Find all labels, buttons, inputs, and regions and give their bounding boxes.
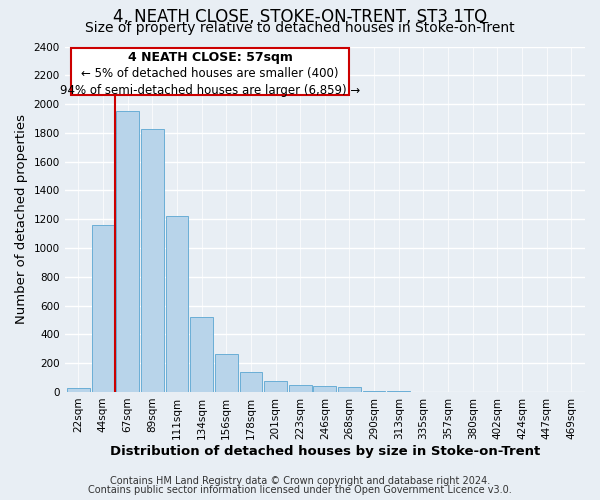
Bar <box>116 112 139 392</box>
Bar <box>388 391 410 392</box>
Bar <box>71 48 349 96</box>
Bar <box>239 372 262 392</box>
Bar <box>313 386 336 392</box>
Text: 94% of semi-detached houses are larger (6,859) →: 94% of semi-detached houses are larger (… <box>60 84 360 97</box>
Text: 4, NEATH CLOSE, STOKE-ON-TRENT, ST3 1TQ: 4, NEATH CLOSE, STOKE-ON-TRENT, ST3 1TQ <box>113 8 487 26</box>
Text: ← 5% of detached houses are smaller (400): ← 5% of detached houses are smaller (400… <box>82 68 339 80</box>
Bar <box>190 317 213 392</box>
Text: Contains public sector information licensed under the Open Government Licence v3: Contains public sector information licen… <box>88 485 512 495</box>
Bar <box>264 381 287 392</box>
Bar <box>92 225 114 392</box>
Text: Contains HM Land Registry data © Crown copyright and database right 2024.: Contains HM Land Registry data © Crown c… <box>110 476 490 486</box>
Bar <box>166 216 188 392</box>
Bar <box>338 387 361 392</box>
Bar <box>215 354 238 392</box>
X-axis label: Distribution of detached houses by size in Stoke-on-Trent: Distribution of detached houses by size … <box>110 444 540 458</box>
Bar <box>67 388 89 392</box>
Text: 4 NEATH CLOSE: 57sqm: 4 NEATH CLOSE: 57sqm <box>128 51 293 64</box>
Bar <box>141 128 164 392</box>
Bar <box>289 385 311 392</box>
Text: Size of property relative to detached houses in Stoke-on-Trent: Size of property relative to detached ho… <box>85 21 515 35</box>
Y-axis label: Number of detached properties: Number of detached properties <box>15 114 28 324</box>
Bar <box>363 390 385 392</box>
